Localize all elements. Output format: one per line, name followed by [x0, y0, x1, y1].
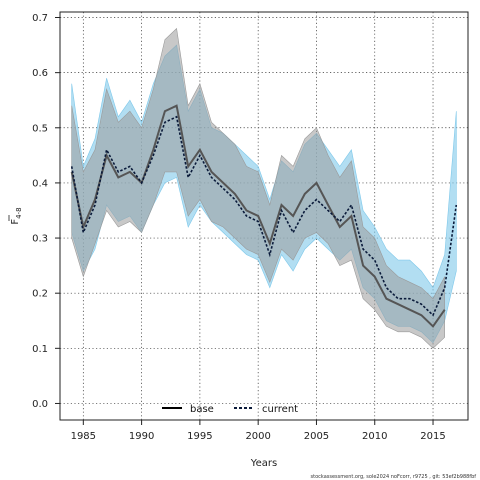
plot-frame [59, 11, 469, 421]
y-tick-label-5: 0.5 [32, 123, 48, 134]
y-axis: 0.0 0.1 0.2 0.3 0.4 0.5 0.6 0.7 [32, 13, 60, 410]
y-tick-label-3: 0.3 [32, 234, 48, 245]
x-tick-label-2005: 2005 [304, 431, 329, 442]
line-base [70, 104, 446, 328]
x-axis-title: Years [250, 458, 277, 469]
x-axis: 1985 1990 1995 2000 2005 2010 2015 [71, 420, 446, 442]
x-tick-label-2000: 2000 [245, 431, 270, 442]
legend-label-current: current [262, 404, 298, 415]
y-tick-label-7: 0.7 [32, 13, 48, 24]
y-axis-title-sub: 4-8 [15, 207, 23, 218]
svg-text:F4-8: F4-8 [10, 207, 23, 224]
line-current [70, 115, 458, 317]
legend-label-base: base [190, 404, 214, 415]
band-base [71, 27, 446, 349]
y-tick-label-6: 0.6 [32, 68, 48, 79]
y-axis-title: F4-8 [8, 207, 23, 225]
y-tick-label-0: 0.0 [32, 399, 48, 410]
series-lines [70, 104, 458, 328]
confidence-bands [71, 27, 457, 349]
y-tick-label-1: 0.1 [32, 344, 48, 355]
x-tick-label-1990: 1990 [129, 431, 154, 442]
y-tick-label-2: 0.2 [32, 289, 48, 300]
x-tick-label-1985: 1985 [71, 431, 96, 442]
footer-note: stockassessment.org, sole2024 noFcorr, r… [311, 474, 477, 480]
x-tick-label-2015: 2015 [420, 431, 445, 442]
y-axis-title-main: F [10, 219, 21, 225]
legend: base current [162, 404, 298, 415]
y-tick-label-4: 0.4 [32, 178, 48, 189]
x-tick-label-2010: 2010 [362, 431, 387, 442]
x-tick-label-1995: 1995 [187, 431, 212, 442]
